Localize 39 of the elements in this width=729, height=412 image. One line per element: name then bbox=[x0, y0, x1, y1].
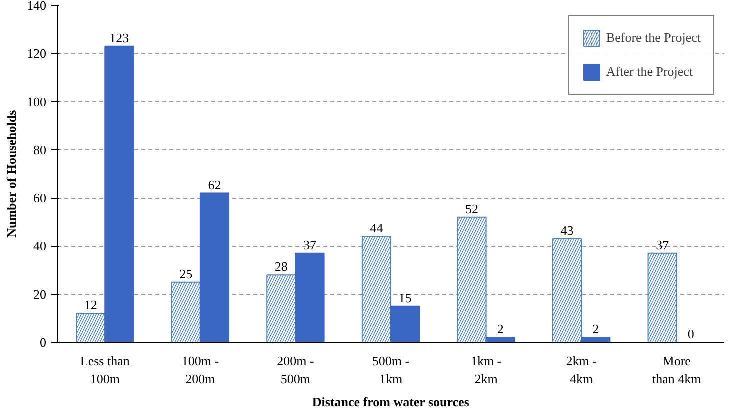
bar bbox=[295, 252, 325, 342]
x-tick-label: 200m - 500m bbox=[277, 354, 314, 386]
x-tick-label: 1km - 2km bbox=[470, 354, 502, 386]
bar bbox=[390, 306, 420, 342]
y-tick-label: 20 bbox=[34, 286, 46, 302]
bar bbox=[104, 46, 134, 342]
x-tick-label: 2km - 4km bbox=[566, 354, 597, 386]
y-axis-title: Number of Households bbox=[4, 110, 19, 238]
x-tick-label: 500m - 1km bbox=[372, 354, 410, 386]
data-label: 37 bbox=[656, 237, 670, 252]
data-label: 2 bbox=[497, 322, 504, 337]
y-tick-label: 120 bbox=[27, 46, 46, 62]
data-label: 28 bbox=[274, 259, 288, 274]
y-tick-label: 60 bbox=[34, 190, 46, 206]
data-label: 52 bbox=[465, 201, 478, 216]
data-label: 15 bbox=[398, 290, 412, 306]
data-label: 2 bbox=[592, 322, 600, 337]
data-label: 12 bbox=[84, 298, 98, 313]
x-tick-label: More than 4km bbox=[652, 354, 702, 386]
legend-label: Before the Project bbox=[606, 30, 701, 46]
bar bbox=[200, 192, 230, 342]
legend-label: After the Project bbox=[606, 64, 694, 80]
x-tick-label: 100m - 200m bbox=[182, 354, 220, 386]
bar bbox=[581, 337, 611, 342]
y-tick-label: 80 bbox=[34, 142, 46, 158]
y-tick-label: 100 bbox=[27, 94, 46, 110]
data-label: 37 bbox=[304, 237, 318, 252]
data-label: 44 bbox=[370, 220, 384, 236]
data-label: 25 bbox=[180, 266, 193, 282]
bar bbox=[486, 337, 516, 342]
data-label: 43 bbox=[560, 222, 574, 238]
y-tick-label: 40 bbox=[34, 238, 46, 254]
data-label: 62 bbox=[208, 177, 222, 192]
x-axis-title: Distance from water sources bbox=[312, 394, 470, 410]
y-tick-label: 0 bbox=[40, 335, 46, 350]
x-tick-label: Less than 100m bbox=[80, 354, 130, 386]
data-label: 0 bbox=[688, 326, 694, 342]
data-label: 123 bbox=[110, 30, 130, 46]
y-tick-label: 140 bbox=[27, 0, 46, 13]
